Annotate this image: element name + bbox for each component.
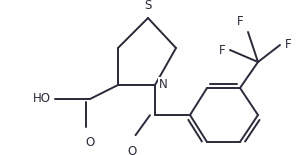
Text: F: F (218, 44, 225, 57)
Text: O: O (85, 136, 95, 149)
Text: S: S (144, 0, 152, 12)
Text: F: F (285, 38, 292, 51)
Text: HO: HO (33, 93, 51, 106)
Text: N: N (159, 78, 168, 91)
Text: F: F (237, 15, 244, 28)
Text: O: O (127, 145, 136, 155)
